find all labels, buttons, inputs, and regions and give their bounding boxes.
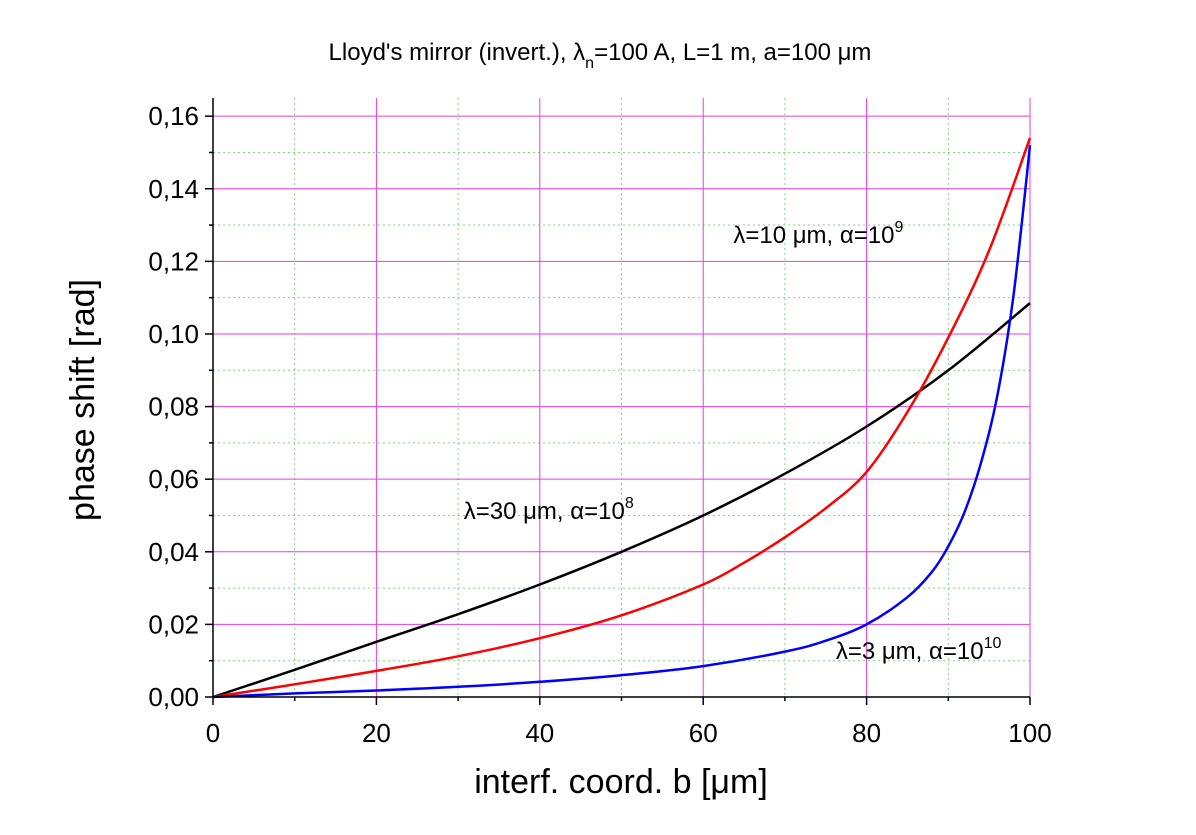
y-tick-label: 0,08 [148,392,199,422]
chart-title: Lloyd's mirror (invert.), λn=100 A, L=1 … [329,39,872,72]
grid [213,98,1031,697]
x-tick-label: 20 [362,718,391,748]
x-axis-title: interf. coord. b [μm] [474,763,768,801]
y-tick-label: 0,06 [148,464,199,494]
series-line-3 [212,145,1032,699]
x-tick-label: 80 [852,718,881,748]
y-axis-title: phase shift [rad] [64,279,102,521]
y-tick-label: 0,14 [148,174,199,204]
y-tick-label: 0,00 [148,682,199,712]
tick-labels: 0 20 40 60 80 100 0,00 0,02 0,04 0,06 0,08 0,10 0,12… [148,101,1051,748]
curve-annotations: λ=30 μm, α=108 λ=10 μm, α=109 λ=3 μm, α=10… [464,219,1002,665]
y-tick-label: 0,12 [148,246,199,276]
y-tick-label: 0,02 [148,609,199,639]
x-tick-label: 60 [689,718,718,748]
curve-annotation-1: λ=30 μm, α=108 [464,495,634,525]
x-tick-label: 100 [1008,718,1051,748]
y-tick-label: 0,04 [148,537,199,567]
series-lines [212,137,1032,699]
curve-annotation-3: λ=3 μm, α=1010 [836,635,1002,665]
x-tick-label: 0 [206,718,220,748]
axes [205,98,1031,705]
y-tick-label: 0,10 [148,319,199,349]
series-line-2 [212,137,1032,699]
series-line-1 [212,302,1031,699]
y-tick-label: 0,16 [148,101,199,131]
curve-annotation-2: λ=10 μm, α=109 [733,219,903,249]
x-tick-label: 40 [525,718,554,748]
